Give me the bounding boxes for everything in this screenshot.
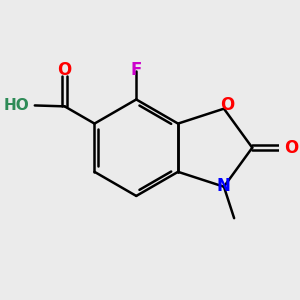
- Text: HO: HO: [4, 98, 29, 113]
- Text: N: N: [216, 177, 230, 195]
- Text: O: O: [220, 96, 235, 114]
- Text: O: O: [58, 61, 72, 79]
- Text: O: O: [284, 139, 298, 157]
- Text: F: F: [130, 61, 142, 79]
